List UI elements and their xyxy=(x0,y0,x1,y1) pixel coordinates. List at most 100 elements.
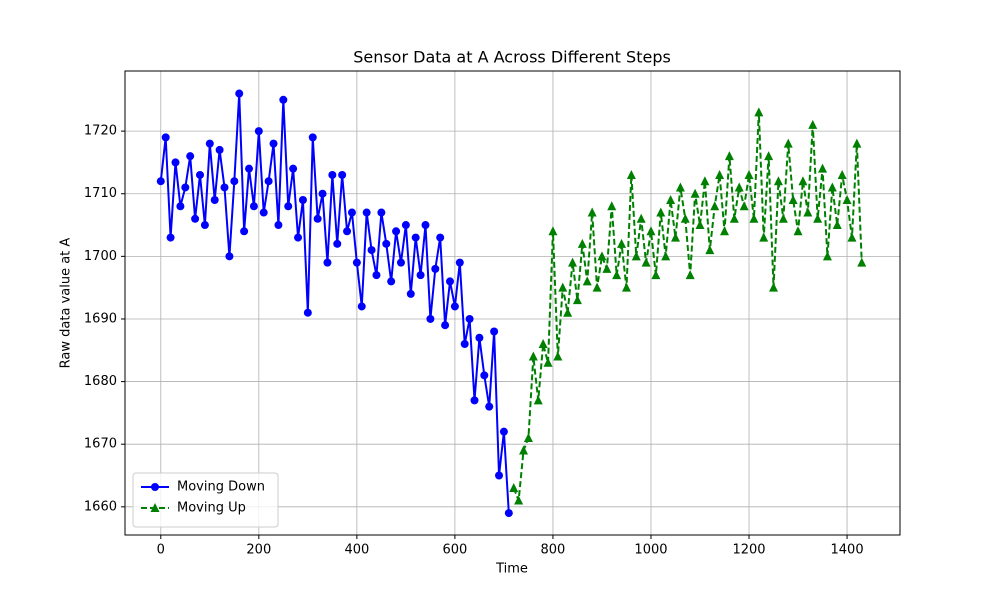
data-point xyxy=(563,307,573,317)
y-tick-label: 1700 xyxy=(84,249,117,264)
data-point xyxy=(210,195,219,204)
data-point xyxy=(191,214,200,223)
data-point xyxy=(333,239,342,248)
data-point xyxy=(857,257,867,267)
data-point xyxy=(171,158,180,167)
data-point xyxy=(215,145,224,154)
y-tick-label: 1720 xyxy=(84,124,117,139)
data-point xyxy=(465,314,474,323)
data-point xyxy=(372,271,381,280)
data-point xyxy=(612,270,622,280)
data-point xyxy=(808,119,818,129)
data-point xyxy=(396,258,405,267)
data-point xyxy=(367,246,376,255)
data-point xyxy=(715,169,725,179)
data-point xyxy=(200,221,209,230)
data-point xyxy=(832,220,842,230)
data-point xyxy=(710,201,720,211)
data-point xyxy=(166,233,175,242)
data-point xyxy=(499,427,508,436)
legend-box xyxy=(132,472,279,528)
legend-label: Moving Up xyxy=(177,501,246,516)
data-point xyxy=(352,258,361,267)
data-point xyxy=(225,252,234,261)
data-point xyxy=(220,183,229,192)
y-tick-label: 1660 xyxy=(84,499,117,514)
data-point xyxy=(769,282,779,292)
data-point xyxy=(259,208,268,217)
data-point xyxy=(436,233,445,242)
data-point xyxy=(548,226,558,236)
data-point xyxy=(818,163,828,173)
legend-label: Moving Down xyxy=(177,480,265,495)
y-axis-label: Raw data value at A xyxy=(59,238,74,369)
data-point xyxy=(426,314,435,323)
data-point xyxy=(235,89,244,98)
data-point xyxy=(788,194,798,204)
data-point xyxy=(680,213,690,223)
data-point xyxy=(720,226,730,236)
data-point xyxy=(626,169,636,179)
y-tick-label: 1670 xyxy=(84,437,117,452)
x-tick-label: 0 xyxy=(157,543,165,558)
x-axis-label: Time xyxy=(495,562,528,577)
data-point xyxy=(558,282,568,292)
data-point xyxy=(441,321,450,330)
data-point xyxy=(754,107,764,117)
data-point xyxy=(690,188,700,198)
data-point xyxy=(519,445,529,455)
data-point xyxy=(156,177,165,186)
data-point xyxy=(778,213,788,223)
data-point xyxy=(196,170,204,179)
data-point xyxy=(568,257,578,267)
y-tick-label: 1690 xyxy=(84,311,117,326)
data-point xyxy=(495,471,504,480)
x-tick-label: 1400 xyxy=(831,543,864,558)
data-point xyxy=(641,257,651,267)
data-point xyxy=(631,251,641,261)
data-point xyxy=(607,201,617,211)
data-point xyxy=(729,213,739,223)
data-point xyxy=(298,195,307,204)
data-point xyxy=(254,127,263,136)
data-point xyxy=(377,208,386,217)
series-line xyxy=(159,93,510,514)
data-point xyxy=(646,226,656,236)
data-point xyxy=(749,213,759,223)
data-point xyxy=(509,483,519,493)
y-tick-label: 1680 xyxy=(84,374,117,389)
data-point xyxy=(245,164,254,173)
data-point xyxy=(798,176,808,186)
data-point xyxy=(572,295,582,305)
data-point xyxy=(827,182,837,192)
data-point xyxy=(543,357,553,367)
data-point xyxy=(793,226,803,236)
data-point xyxy=(284,202,293,211)
data-point xyxy=(313,214,322,223)
data-point xyxy=(161,133,170,142)
series-line xyxy=(512,112,863,501)
data-point xyxy=(705,245,715,255)
data-point xyxy=(485,402,494,411)
data-point xyxy=(587,207,597,217)
x-tick-label: 1000 xyxy=(634,543,667,558)
data-point xyxy=(700,176,710,186)
data-point xyxy=(553,351,563,361)
data-point xyxy=(289,164,298,173)
data-point xyxy=(734,182,744,192)
data-point xyxy=(666,194,676,204)
data-point xyxy=(842,194,852,204)
data-point xyxy=(308,133,317,142)
data-point xyxy=(357,302,366,311)
data-point xyxy=(695,220,705,230)
data-point xyxy=(480,371,489,380)
data-point xyxy=(685,270,695,280)
data-point xyxy=(837,169,847,179)
data-point xyxy=(406,289,415,298)
data-point xyxy=(739,201,749,211)
data-point xyxy=(392,227,401,236)
data-point xyxy=(602,263,612,273)
plot-frame xyxy=(124,70,901,536)
data-point xyxy=(470,396,479,405)
data-point xyxy=(264,177,273,186)
